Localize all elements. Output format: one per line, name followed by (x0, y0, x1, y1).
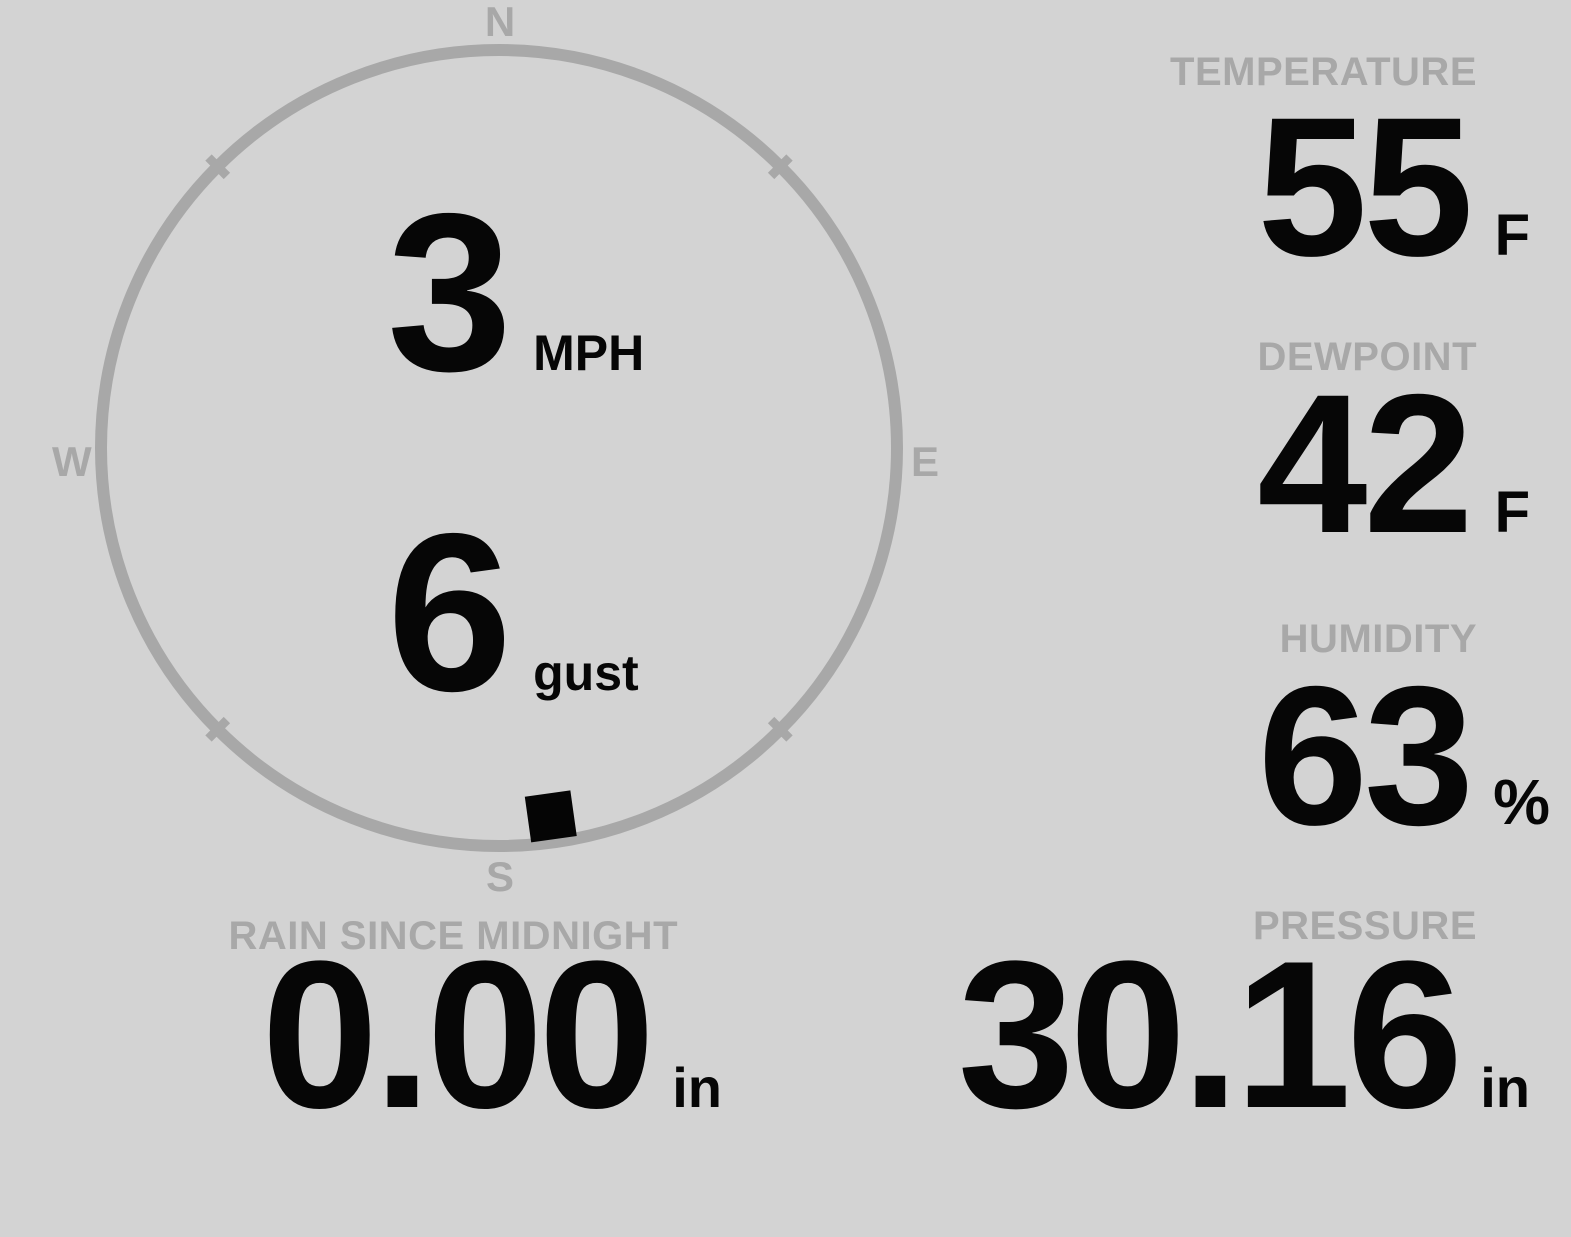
dewpoint-label: DEWPOINT (1257, 335, 1477, 379)
compass-tick-nw (205, 154, 231, 180)
rain-unit: in (672, 1056, 722, 1119)
temperature-label: TEMPERATURE (1170, 50, 1477, 94)
compass-label-north: N (484, 0, 516, 45)
pressure-reading: 30.16 in (958, 930, 1530, 1140)
rain-reading: 0.00 in (262, 930, 723, 1140)
wind-direction-marker (524, 790, 577, 843)
temperature-unit: F (1494, 203, 1530, 268)
temperature-value: 55 (1257, 76, 1473, 297)
humidity-unit: % (1493, 766, 1550, 838)
rain-value: 0.00 (261, 917, 656, 1152)
humidity-reading: 63 % (1258, 657, 1550, 855)
wind-speed-unit: MPH (533, 325, 645, 381)
wind-gust-reading: 6 gust (387, 500, 639, 725)
dewpoint-unit: F (1494, 480, 1530, 545)
rain-label: RAIN SINCE MIDNIGHT (228, 914, 678, 958)
temperature-reading: 55 F (1257, 88, 1530, 286)
dewpoint-reading: 42 F (1257, 365, 1530, 563)
wind-speed-value: 3 (387, 166, 512, 418)
compass-tick-sw (205, 716, 231, 742)
compass-label-east: E (911, 438, 940, 485)
compass-intercardinal-ticks (205, 154, 793, 742)
pressure-label: PRESSURE (1252, 904, 1477, 948)
compass-tick-ne (767, 154, 793, 180)
wind-gust-unit: gust (533, 645, 639, 701)
compass-label-south: S (485, 853, 515, 900)
pressure-unit: in (1480, 1056, 1530, 1119)
compass-tick-se (767, 716, 793, 742)
humidity-label: HUMIDITY (1279, 617, 1477, 661)
dewpoint-value: 42 (1257, 353, 1473, 574)
humidity-value: 63 (1257, 645, 1474, 866)
pressure-value: 30.16 (957, 917, 1464, 1152)
wind-gust-value: 6 (387, 486, 512, 738)
compass-circle (95, 44, 903, 852)
wind-speed-reading: 3 MPH (387, 180, 644, 405)
compass-label-west: W (52, 438, 92, 485)
